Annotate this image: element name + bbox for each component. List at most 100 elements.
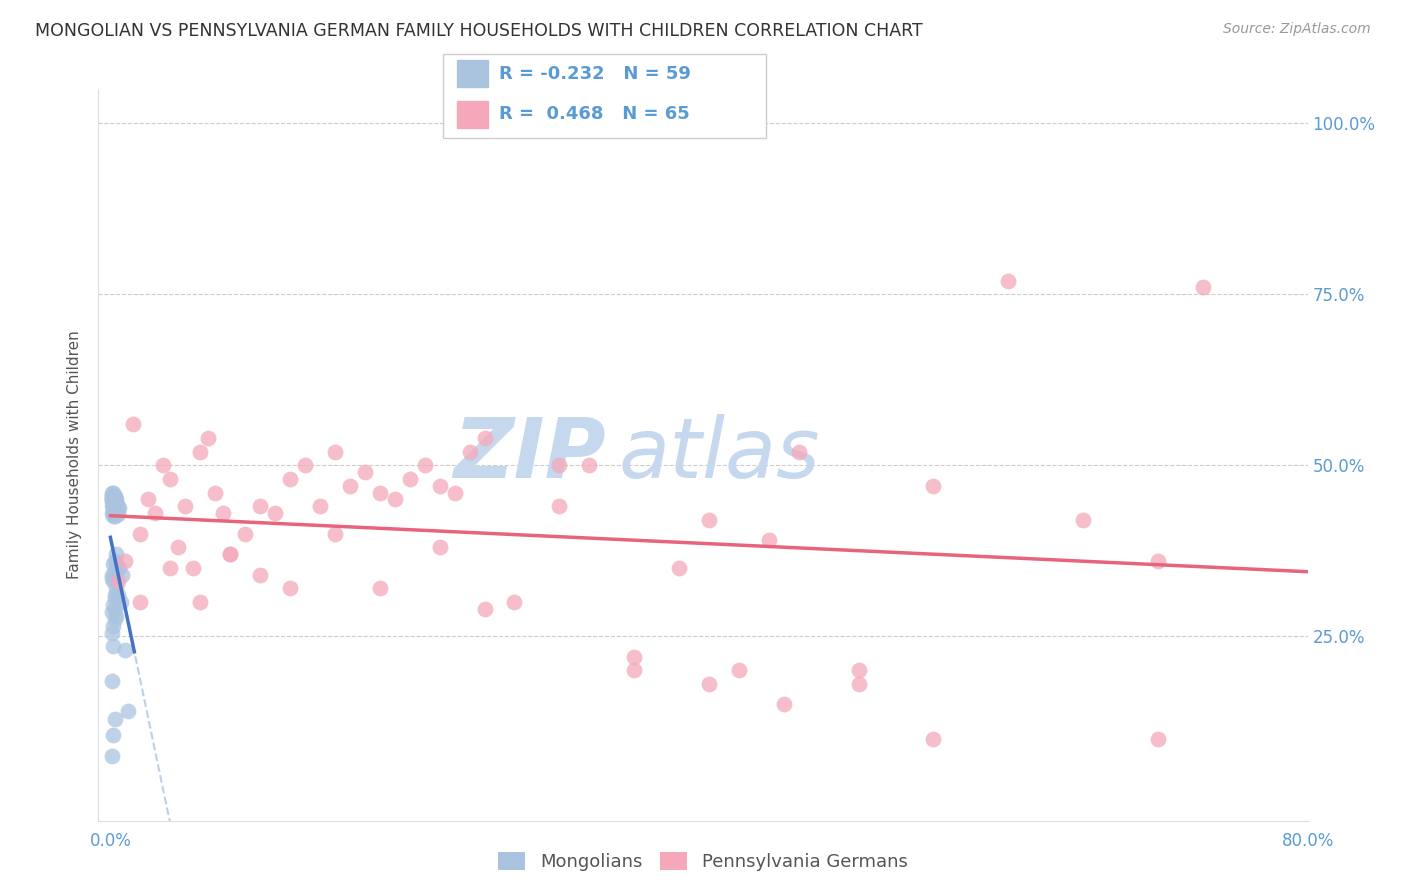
Point xyxy=(103,493,125,508)
Point xyxy=(101,748,124,763)
Point xyxy=(368,485,391,500)
Point xyxy=(1147,554,1170,568)
Point xyxy=(103,489,125,503)
Point xyxy=(108,560,131,574)
Point xyxy=(174,499,197,513)
Text: atlas: atlas xyxy=(619,415,820,495)
Point xyxy=(101,499,124,513)
Point xyxy=(159,472,181,486)
Point xyxy=(105,502,128,516)
Point xyxy=(114,554,136,568)
Point xyxy=(997,274,1019,288)
Point xyxy=(108,500,131,515)
Point xyxy=(1191,280,1213,294)
Point xyxy=(728,663,751,677)
Text: ZIP: ZIP xyxy=(454,415,606,495)
Point xyxy=(101,492,124,507)
Point xyxy=(104,496,127,510)
Point xyxy=(181,560,204,574)
Point xyxy=(104,554,127,568)
Point xyxy=(104,492,127,507)
Point xyxy=(105,496,128,510)
Point xyxy=(458,444,481,458)
Point xyxy=(548,458,571,472)
Point xyxy=(101,567,124,582)
Point xyxy=(264,506,287,520)
Point xyxy=(101,506,124,520)
Point xyxy=(1147,731,1170,746)
Point xyxy=(101,625,124,640)
Point xyxy=(278,472,301,486)
Point xyxy=(188,444,211,458)
Point xyxy=(103,728,125,742)
Point xyxy=(104,499,127,513)
Point xyxy=(309,499,332,513)
Point xyxy=(166,540,188,554)
Point xyxy=(103,509,125,524)
Point xyxy=(922,478,945,492)
Point xyxy=(101,605,124,619)
Point xyxy=(848,677,870,691)
Point xyxy=(323,526,346,541)
Point xyxy=(848,663,870,677)
Point xyxy=(121,417,143,432)
Point xyxy=(922,731,945,746)
Point xyxy=(103,493,125,508)
Point xyxy=(104,601,127,615)
Point xyxy=(233,526,256,541)
Point xyxy=(103,599,125,613)
Point xyxy=(1071,513,1094,527)
Legend: Mongolians, Pennsylvania Germans: Mongolians, Pennsylvania Germans xyxy=(491,845,915,879)
Point xyxy=(104,564,127,578)
Point xyxy=(107,499,129,513)
Point xyxy=(105,492,128,507)
Y-axis label: Family Households with Children: Family Households with Children xyxy=(67,331,83,579)
Point xyxy=(384,492,406,507)
Point xyxy=(339,478,361,492)
Point xyxy=(104,493,127,508)
Point xyxy=(105,581,128,595)
Point xyxy=(398,472,420,486)
Point xyxy=(323,444,346,458)
Point xyxy=(101,571,124,585)
Text: Source: ZipAtlas.com: Source: ZipAtlas.com xyxy=(1223,22,1371,37)
Point xyxy=(101,493,124,508)
Point xyxy=(107,574,129,589)
Point xyxy=(107,588,129,602)
Point xyxy=(219,547,242,561)
Point xyxy=(249,499,271,513)
Point xyxy=(578,458,600,472)
Point xyxy=(143,506,166,520)
Point xyxy=(211,506,233,520)
Point xyxy=(103,574,125,589)
Point xyxy=(188,595,211,609)
Point xyxy=(104,496,127,510)
Point xyxy=(105,608,128,623)
Point xyxy=(114,642,136,657)
Point xyxy=(117,704,139,718)
Point xyxy=(429,540,451,554)
Point xyxy=(129,526,152,541)
Point xyxy=(204,485,226,500)
Point xyxy=(104,591,127,606)
Point xyxy=(697,513,720,527)
Point xyxy=(103,506,125,520)
Point xyxy=(278,581,301,595)
Point xyxy=(101,489,124,503)
Point xyxy=(503,595,526,609)
Point xyxy=(623,663,645,677)
Point xyxy=(623,649,645,664)
Point xyxy=(129,595,152,609)
Point xyxy=(105,547,128,561)
Text: MONGOLIAN VS PENNSYLVANIA GERMAN FAMILY HOUSEHOLDS WITH CHILDREN CORRELATION CHA: MONGOLIAN VS PENNSYLVANIA GERMAN FAMILY … xyxy=(35,22,922,40)
Text: R =  0.468   N = 65: R = 0.468 N = 65 xyxy=(499,105,690,123)
Point xyxy=(103,496,125,510)
Point xyxy=(103,493,125,508)
Point xyxy=(474,431,496,445)
Point xyxy=(413,458,436,472)
Point xyxy=(136,492,159,507)
Point xyxy=(101,485,124,500)
Point xyxy=(103,485,125,500)
Point xyxy=(668,560,690,574)
Point xyxy=(103,558,125,572)
